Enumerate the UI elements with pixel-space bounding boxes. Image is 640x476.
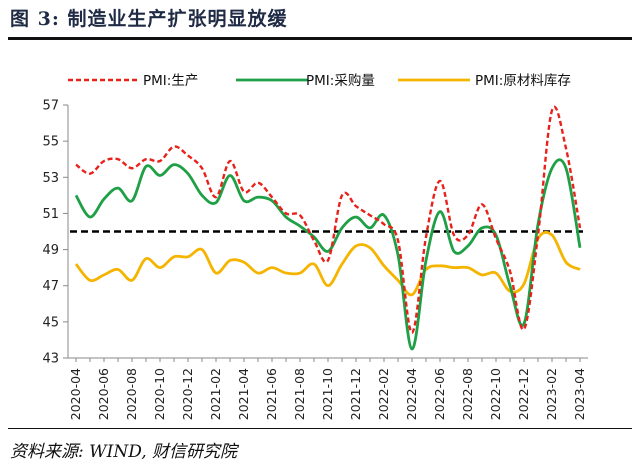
x-tick-label: 2023-04 [572,368,587,420]
x-tick-label: 2020-10 [152,368,167,420]
x-tick-label: 2022-12 [516,368,531,420]
x-tick-label: 2021-10 [320,368,335,420]
series-inventory-line [74,230,581,297]
chart-area: PMI:生产 PMI:采购量 PMI:原材料库存 43 45 47 49 51 53 55 57 2… [10,42,630,427]
figure-title: 图 3: 制造业生产扩张明显放缓 [10,8,288,30]
y-tick-label: 45 [42,315,59,330]
legend-label: PMI:采购量 [306,73,375,89]
x-tick-label: 2020-04 [68,368,83,420]
y-tick-label: 57 [42,99,59,114]
x-tick-label: 2022-08 [460,368,475,420]
y-tick-label: 49 [42,243,59,258]
source-note: 资料来源: WIND, 财信研究院 [10,442,238,462]
x-tick-label: 2021-02 [208,368,223,420]
series-production-line [75,105,582,334]
legend-label: PMI:原材料库存 [475,73,571,89]
y-tick-label: 53 [42,171,59,186]
legend-label: PMI:生产 [143,73,198,89]
title-divider [8,37,632,40]
x-tick-label: 2020-06 [96,368,111,420]
x-tick-label: 2020-12 [180,368,195,420]
bottom-divider [8,428,632,429]
x-tick-label: 2022-06 [432,368,447,420]
series-layer [74,105,582,351]
x-tick-label: 2022-04 [404,368,419,420]
x-tick-label: 2022-10 [488,368,503,420]
y-tick-label: 47 [42,279,59,294]
x-tick-label: 2021-08 [292,368,307,420]
x-tick-label: 2022-02 [376,368,391,420]
pmi-line-chart: PMI:生产 PMI:采购量 PMI:原材料库存 43 45 47 49 51 53 55 57 2… [42,73,588,420]
x-tick-label: 2020-08 [124,368,139,420]
x-tick-label: 2021-06 [264,368,279,420]
y-tick-label: 55 [42,135,59,150]
y-tick-label: 51 [42,207,59,222]
chart-legend: PMI:生产 PMI:采购量 PMI:原材料库存 [68,73,571,89]
series-purchase-line [74,158,582,351]
axes-layer: 43 45 47 49 51 53 55 57 2020-04 2020-06 2020-08 202… [42,99,588,420]
y-tick-label: 43 [42,352,59,367]
x-tick-label: 2021-12 [348,368,363,420]
x-tick-label: 2023-02 [544,368,559,420]
x-tick-label: 2021-04 [236,368,251,420]
